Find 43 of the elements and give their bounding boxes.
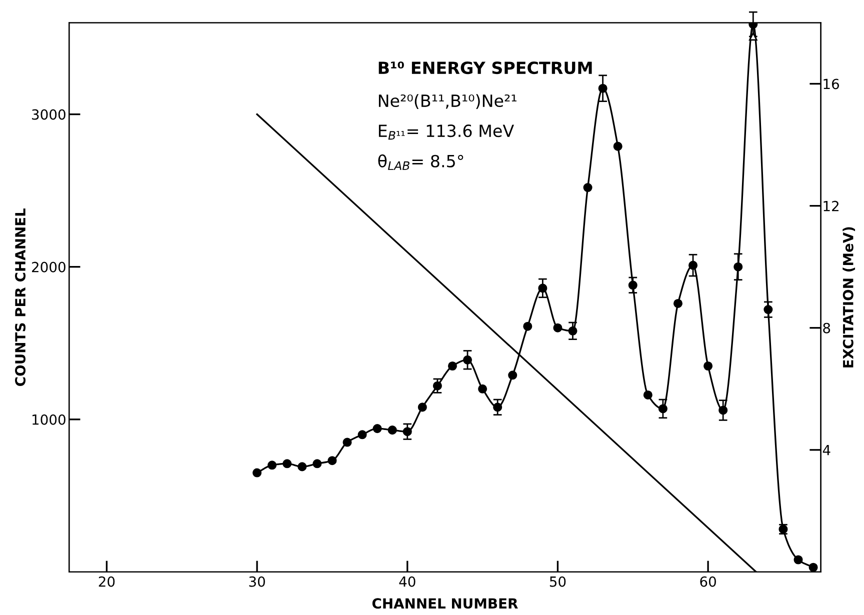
point [478, 384, 488, 394]
y2-axis-title: EXCITATION (MeV) [842, 227, 856, 368]
y-axis-title: COUNTS PER CHANNEL [15, 208, 26, 386]
annotation: E$_{B¹¹}$= 113.6 MeV [378, 124, 514, 140]
point [794, 555, 803, 564]
point [298, 462, 307, 472]
x-tick-label: 40 [399, 576, 416, 587]
y2-tick-label: 16 [824, 78, 839, 90]
point [673, 298, 682, 308]
point [268, 460, 277, 470]
point [613, 142, 622, 151]
point [704, 361, 713, 371]
y2-tick-label: 4 [822, 445, 830, 456]
point [748, 32, 758, 41]
y2-tick-label: 8 [823, 322, 830, 334]
annotation: θ$_{LAB}$= 8.5° [378, 154, 464, 170]
x-tick-label: 50 [550, 576, 566, 587]
point [583, 183, 592, 192]
point [282, 459, 292, 468]
y-tick-label: 2000 [32, 262, 66, 272]
point [418, 402, 427, 412]
point [312, 459, 322, 468]
y-tick-label: 1000 [32, 414, 66, 425]
point [372, 424, 382, 434]
point [523, 322, 532, 331]
point [342, 438, 352, 447]
y2-tick-label: 12 [824, 200, 838, 212]
y-tick-label: 3000 [32, 109, 66, 120]
point [388, 426, 397, 435]
annotation: Ne²⁰(B¹¹,B¹⁰)Ne²¹ [378, 94, 516, 110]
point [328, 456, 337, 466]
point [553, 323, 562, 332]
point [508, 370, 518, 380]
point [358, 430, 367, 440]
point [252, 468, 262, 478]
x-tick-label: 20 [98, 576, 115, 587]
point [643, 390, 652, 400]
x-tick-label: 30 [249, 576, 265, 587]
x-tick-label: 60 [700, 576, 716, 587]
point [448, 361, 457, 371]
x-axis-title: CHANNEL NUMBER [372, 598, 518, 609]
point [808, 562, 818, 572]
text: B¹⁰ ENERGY SPECTRUM [378, 61, 592, 74]
